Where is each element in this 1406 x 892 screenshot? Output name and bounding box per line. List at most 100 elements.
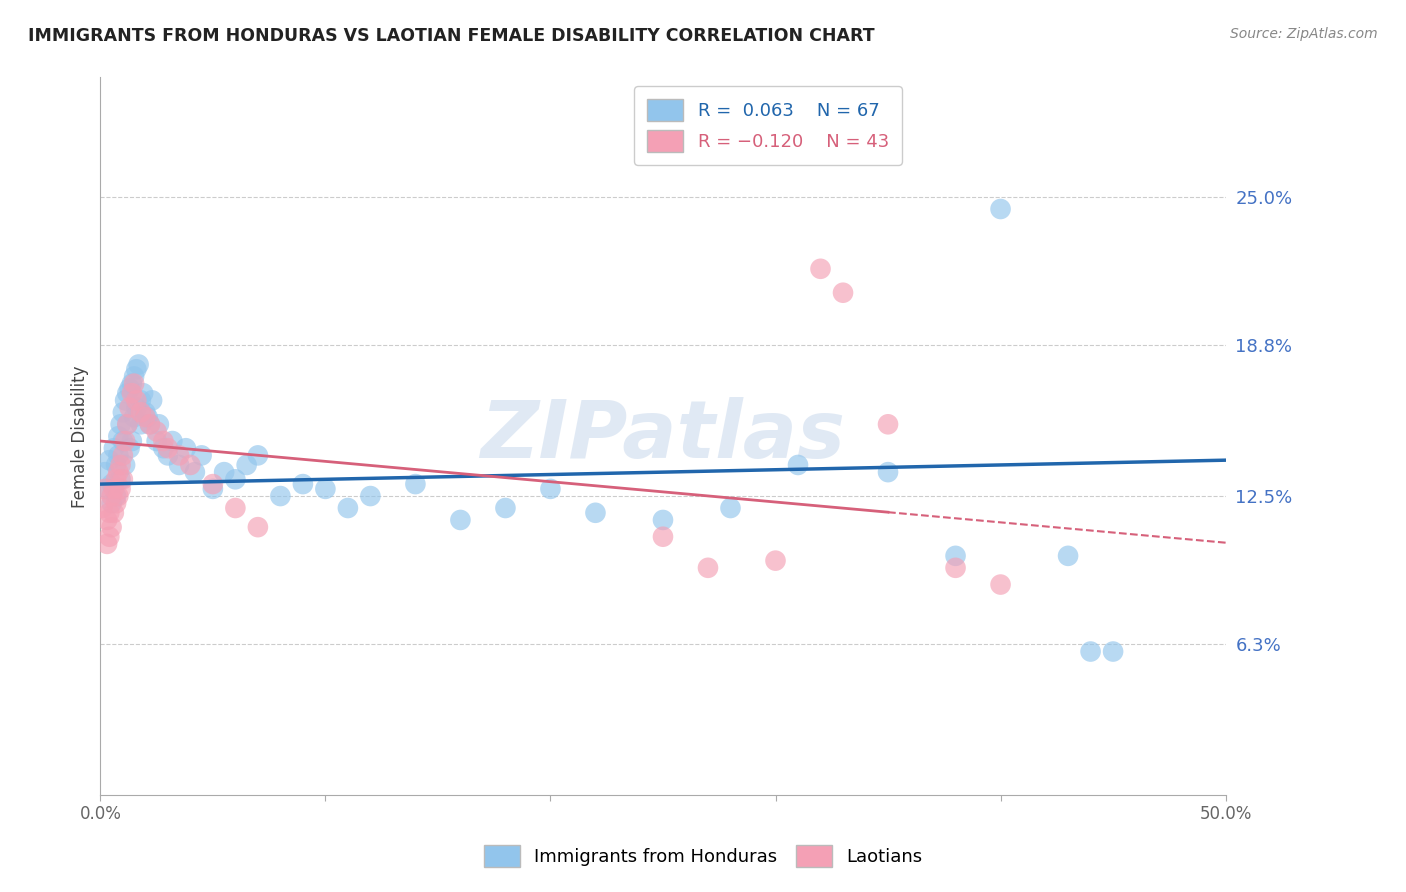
- Point: [110, 417, 132, 432]
- Point: [652, 530, 675, 544]
- Point: [105, 489, 128, 503]
- Point: [832, 285, 855, 300]
- Point: [136, 410, 159, 425]
- Point: [114, 458, 136, 472]
- Point: [1102, 644, 1125, 658]
- Point: [787, 458, 810, 472]
- Point: [765, 554, 787, 568]
- Y-axis label: Female Disability: Female Disability: [72, 365, 89, 508]
- Text: IMMIGRANTS FROM HONDURAS VS LAOTIAN FEMALE DISABILITY CORRELATION CHART: IMMIGRANTS FROM HONDURAS VS LAOTIAN FEMA…: [28, 27, 875, 45]
- Point: [110, 482, 132, 496]
- Point: [148, 417, 170, 432]
- Point: [100, 477, 122, 491]
- Point: [336, 501, 359, 516]
- Point: [190, 449, 212, 463]
- Point: [139, 417, 162, 432]
- Point: [246, 520, 269, 534]
- Point: [990, 202, 1012, 216]
- Point: [404, 477, 426, 491]
- Point: [100, 520, 122, 534]
- Point: [117, 417, 139, 432]
- Point: [107, 449, 129, 463]
- Point: [810, 261, 832, 276]
- Point: [652, 513, 675, 527]
- Point: [103, 506, 125, 520]
- Text: ZIPatlas: ZIPatlas: [481, 397, 845, 475]
- Point: [540, 482, 562, 496]
- Point: [129, 393, 152, 408]
- Legend: Immigrants from Honduras, Laotians: Immigrants from Honduras, Laotians: [477, 838, 929, 874]
- Point: [156, 449, 179, 463]
- Point: [184, 465, 207, 479]
- Point: [224, 472, 246, 486]
- Point: [107, 465, 129, 479]
- Point: [162, 434, 184, 448]
- Point: [494, 501, 516, 516]
- Point: [110, 472, 132, 486]
- Legend: R =  0.063    N = 67, R = −0.120    N = 43: R = 0.063 N = 67, R = −0.120 N = 43: [634, 87, 901, 165]
- Point: [110, 458, 132, 472]
- Point: [141, 393, 163, 408]
- Point: [128, 358, 150, 372]
- Point: [125, 401, 148, 415]
- Point: [139, 417, 162, 432]
- Point: [98, 453, 121, 467]
- Point: [103, 441, 125, 455]
- Point: [114, 434, 136, 448]
- Point: [877, 417, 900, 432]
- Point: [132, 386, 155, 401]
- Point: [111, 405, 134, 419]
- Text: Source: ZipAtlas.com: Source: ZipAtlas.com: [1230, 27, 1378, 41]
- Point: [122, 410, 145, 425]
- Point: [697, 561, 720, 575]
- Point: [105, 458, 128, 472]
- Point: [145, 434, 167, 448]
- Point: [201, 482, 224, 496]
- Point: [359, 489, 381, 503]
- Point: [291, 477, 314, 491]
- Point: [585, 506, 607, 520]
- Point: [107, 429, 129, 443]
- Point: [94, 482, 117, 496]
- Point: [121, 434, 143, 448]
- Point: [224, 501, 246, 516]
- Point: [100, 489, 122, 503]
- Point: [129, 417, 152, 432]
- Point: [269, 489, 291, 503]
- Point: [129, 405, 152, 419]
- Point: [145, 425, 167, 439]
- Point: [152, 434, 174, 448]
- Point: [134, 405, 156, 419]
- Point: [1080, 644, 1102, 658]
- Point: [111, 449, 134, 463]
- Point: [246, 449, 269, 463]
- Point: [125, 362, 148, 376]
- Point: [877, 465, 900, 479]
- Point: [121, 386, 143, 401]
- Point: [107, 489, 129, 503]
- Point: [98, 530, 121, 544]
- Point: [134, 410, 156, 425]
- Point: [720, 501, 742, 516]
- Point: [449, 513, 471, 527]
- Point: [167, 449, 190, 463]
- Point: [1057, 549, 1080, 563]
- Point: [117, 386, 139, 401]
- Point: [114, 393, 136, 408]
- Point: [100, 496, 122, 510]
- Point: [212, 465, 235, 479]
- Point: [96, 537, 118, 551]
- Point: [118, 441, 141, 455]
- Point: [96, 513, 118, 527]
- Point: [314, 482, 336, 496]
- Point: [125, 393, 148, 408]
- Point: [201, 477, 224, 491]
- Point: [105, 472, 128, 486]
- Point: [118, 381, 141, 395]
- Point: [122, 369, 145, 384]
- Point: [156, 441, 179, 455]
- Point: [174, 441, 197, 455]
- Point: [121, 376, 143, 391]
- Point: [945, 561, 967, 575]
- Point: [98, 506, 121, 520]
